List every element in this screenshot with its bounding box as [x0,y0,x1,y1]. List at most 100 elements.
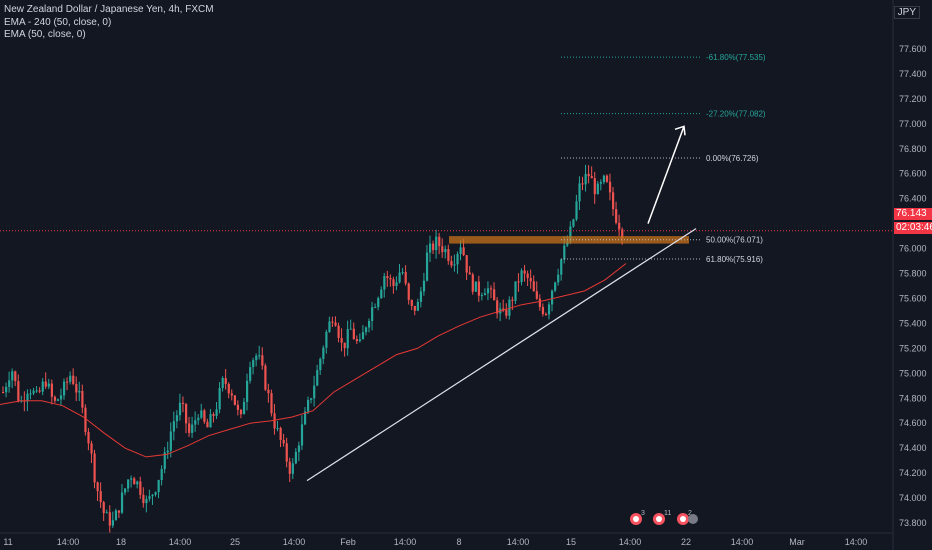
economic-event-icon[interactable]: 3 [630,510,645,525]
candle-body [172,421,175,432]
candle-body [386,276,389,278]
candle-body [441,246,444,253]
price-tick-label: 75.200 [899,343,927,353]
economic-event-icon[interactable] [688,514,698,524]
candle-body [511,299,514,301]
candle-body [72,375,75,385]
candle-body [523,270,526,274]
candle-body [142,494,145,504]
time-tick-label: Mar [789,537,805,547]
candle-body [581,183,584,185]
candle-body [114,510,118,521]
candle-body [316,370,319,386]
candle-body [474,281,477,292]
candle-body [432,243,435,251]
candle-body [563,245,566,260]
candle-body [331,321,334,323]
time-tick-label: Feb [340,537,356,547]
candle-body [84,407,87,432]
candle-body [349,328,352,330]
ema-indicator[interactable]: EMA (50, close, 0) [4,29,86,40]
price-axis[interactable]: 73.800 74.000 74.200 74.400 74.600 74.800 75.0… [892,0,927,550]
candle-body [8,380,11,387]
candle-body [233,395,236,405]
candle-body [200,410,203,418]
candle-body [212,414,215,416]
candle-body [395,282,398,286]
candle-body [496,300,499,314]
ema-240-indicator[interactable]: EMA - 240 (50, close, 0) [4,16,112,28]
candle-body [380,289,383,299]
candle-body [169,431,172,451]
symbol-title[interactable]: New Zealand Dollar / Japanese Yen, 4h, F… [4,4,214,15]
candle-body [154,492,157,495]
candle-body [66,381,69,383]
candle-body [337,325,340,338]
currency-label[interactable]: JPY [893,6,920,19]
time-tick-label: 14:00 [394,537,417,547]
candle-body [334,322,337,326]
candle-body [480,295,484,297]
candle-body [5,386,8,393]
time-tick-label: 8 [456,537,461,547]
candle-body [310,398,313,400]
candle-body [221,377,224,389]
time-tick-label: 14:00 [731,537,754,547]
candle-body [258,355,261,357]
time-axis[interactable]: 11 14:00 18 14:00 25 14:00 Feb 14:00 8 14:00 15 14:… [0,510,893,547]
candle-body [44,381,47,387]
candle-body [535,291,538,299]
candle-body [93,453,96,483]
candle-body [282,439,285,444]
economic-event-icon[interactable]: 11 [653,510,671,525]
price-tick-label: 77.600 [899,44,927,54]
overlays-layer: -61.80%(77.535) -27.20%(77.082) 0.00%(76.7… [0,53,893,482]
candle-body [599,182,602,184]
time-tick-label: 14:00 [169,537,192,547]
candle-body [188,423,191,433]
event-count-label: 2 [688,510,692,517]
price-tick-label: 76.800 [899,144,927,154]
candle-body [490,288,493,290]
candle-body [471,274,474,292]
candle-body [566,241,569,246]
candle-body [178,402,182,416]
candle-body [300,424,304,446]
candle-body [608,181,612,193]
candle-body [175,415,179,422]
candle-body [288,461,291,474]
candle-body [444,249,447,253]
candle-body [117,510,121,513]
candle-body [355,339,358,342]
time-tick-label: 14:00 [619,537,642,547]
fib-level-label: 50.00%(76.071) [706,236,763,245]
candle-body [41,381,44,392]
candle-body [374,307,377,309]
economic-event-icon[interactable]: 2 [677,510,692,525]
candle-body [108,512,111,526]
candle-body [105,512,108,514]
candle-body [584,173,587,185]
candle-body [358,339,362,342]
event-marker-center [633,516,639,522]
candle-body [541,306,545,315]
candle-body [413,305,416,311]
candle-body [249,367,252,381]
candle-body [203,410,206,422]
candle-body [602,175,606,183]
time-tick-label: 18 [116,537,126,547]
candle-body [322,347,325,359]
candle-body [313,385,316,399]
candle-body [514,281,517,301]
resistance-zone [449,236,689,244]
candle-body [17,381,20,401]
candle-body [294,451,297,464]
candle-body [526,273,529,278]
fib-level-label: 61.80%(75.916) [706,255,763,264]
candle-body [218,388,221,410]
candle-body [215,409,218,416]
time-tick-label: 25 [230,537,240,547]
candle-body [422,280,426,292]
candle-body [285,443,288,462]
